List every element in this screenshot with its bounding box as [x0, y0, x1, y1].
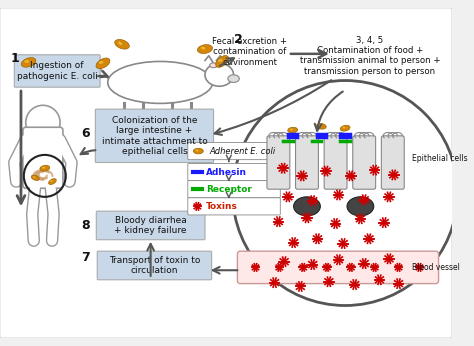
Text: 3, 4, 5
Contamination of food +
transmission animal to person +
transmission per: 3, 4, 5 Contamination of food + transmis…	[300, 36, 440, 76]
Ellipse shape	[96, 58, 110, 69]
Ellipse shape	[99, 61, 103, 64]
Text: Bloody diarrhea
+ kidney failure: Bloody diarrhea + kidney failure	[114, 216, 187, 235]
FancyBboxPatch shape	[188, 181, 280, 198]
FancyBboxPatch shape	[0, 8, 452, 338]
Ellipse shape	[42, 167, 45, 169]
Ellipse shape	[342, 127, 346, 128]
Ellipse shape	[347, 197, 374, 216]
Text: 2: 2	[234, 33, 243, 46]
Ellipse shape	[118, 42, 122, 45]
FancyBboxPatch shape	[188, 163, 280, 181]
FancyBboxPatch shape	[188, 143, 280, 160]
Ellipse shape	[40, 165, 50, 171]
Ellipse shape	[205, 63, 234, 86]
Text: 1: 1	[11, 52, 19, 65]
Ellipse shape	[340, 125, 350, 131]
Text: Adherent E. coli: Adherent E. coli	[210, 147, 276, 156]
FancyBboxPatch shape	[382, 136, 404, 189]
FancyBboxPatch shape	[237, 251, 438, 284]
Circle shape	[26, 105, 60, 140]
Text: Colonization of the
large intestine +
intimate attachment to
epithelial cells: Colonization of the large intestine + in…	[101, 116, 207, 156]
Text: Fecal excretion +
contamination of
environment: Fecal excretion + contamination of envir…	[212, 37, 287, 67]
FancyBboxPatch shape	[267, 136, 290, 189]
Ellipse shape	[218, 59, 222, 62]
Ellipse shape	[210, 63, 218, 68]
FancyBboxPatch shape	[296, 136, 319, 189]
FancyBboxPatch shape	[95, 109, 214, 163]
Ellipse shape	[201, 47, 205, 49]
Ellipse shape	[115, 39, 129, 49]
Text: 8: 8	[82, 219, 90, 232]
Ellipse shape	[290, 128, 293, 130]
Ellipse shape	[319, 125, 321, 127]
Ellipse shape	[228, 75, 239, 82]
Text: Blood vessel: Blood vessel	[412, 263, 460, 272]
Ellipse shape	[21, 57, 36, 67]
Ellipse shape	[49, 179, 56, 184]
Text: Receptor: Receptor	[206, 185, 252, 194]
Text: Adhesin: Adhesin	[206, 167, 247, 176]
Ellipse shape	[31, 175, 39, 180]
Ellipse shape	[216, 56, 228, 67]
FancyBboxPatch shape	[188, 198, 280, 215]
FancyBboxPatch shape	[97, 251, 212, 280]
Ellipse shape	[193, 148, 203, 154]
Text: Epithelial cells: Epithelial cells	[412, 154, 467, 163]
Ellipse shape	[33, 176, 36, 178]
FancyBboxPatch shape	[353, 136, 375, 189]
FancyBboxPatch shape	[23, 127, 63, 188]
Text: 7: 7	[82, 251, 90, 264]
FancyBboxPatch shape	[14, 55, 100, 87]
Text: Ingestion of
pathogenic E. coli: Ingestion of pathogenic E. coli	[17, 61, 98, 81]
Text: Toxins: Toxins	[206, 202, 238, 211]
Ellipse shape	[293, 197, 320, 216]
Ellipse shape	[108, 62, 213, 103]
Ellipse shape	[24, 60, 29, 63]
Ellipse shape	[198, 45, 212, 54]
Text: 6: 6	[82, 127, 90, 140]
Ellipse shape	[288, 127, 298, 133]
Ellipse shape	[316, 124, 326, 129]
Text: Transport of toxin to
circulation: Transport of toxin to circulation	[109, 256, 200, 275]
FancyBboxPatch shape	[96, 211, 205, 240]
Circle shape	[233, 81, 457, 306]
Ellipse shape	[50, 180, 53, 182]
FancyBboxPatch shape	[324, 136, 347, 189]
Ellipse shape	[196, 149, 199, 152]
